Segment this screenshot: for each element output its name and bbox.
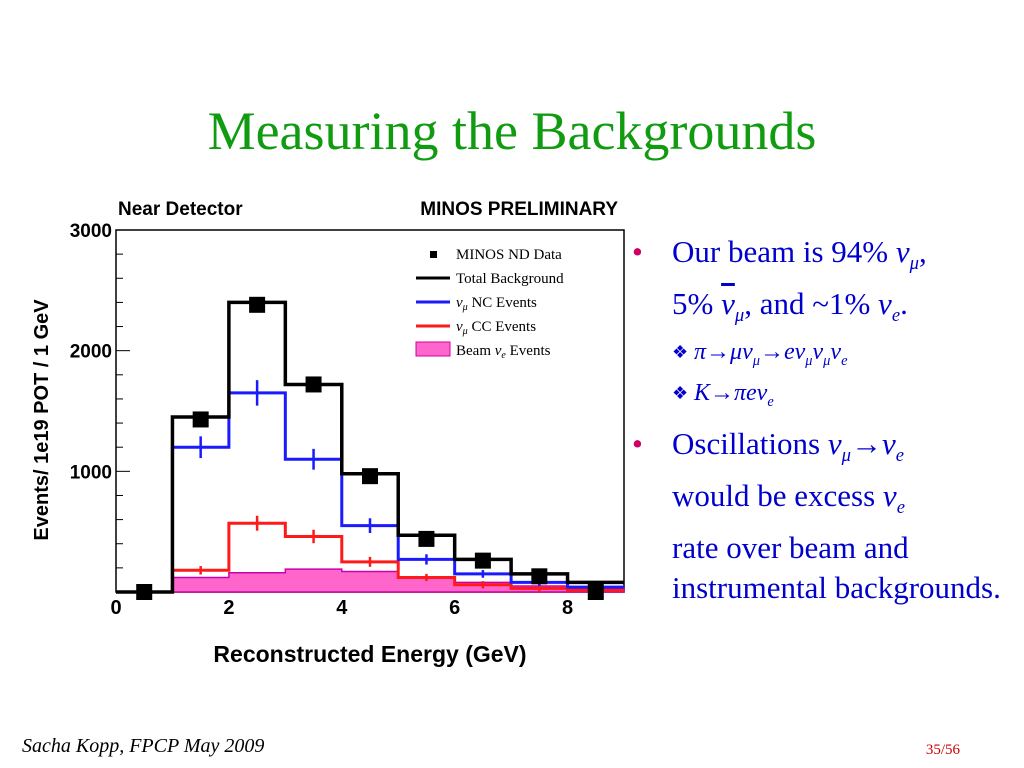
subscript: μ (752, 353, 760, 370)
footer-author: Sacha Kopp, FPCP May 2009 (22, 735, 265, 757)
subscript: μ (841, 445, 851, 467)
data-point (531, 568, 548, 585)
data-point (418, 530, 435, 547)
y-tick-label: 3000 (70, 221, 112, 242)
nubar-symbol: ν (721, 286, 735, 322)
decay-text: ν (830, 339, 842, 366)
bullet-text: Oscillations (672, 425, 821, 461)
data-point (474, 552, 491, 569)
data-point (305, 376, 322, 393)
bullet-oscillations: • Oscillations νμ→νe would be excess νe … (632, 424, 1012, 608)
legend-label-nc: νμ NC Events (456, 295, 537, 313)
nu-symbol: ν (882, 478, 897, 514)
subscript: μ (823, 353, 831, 370)
sub-bullet-pion-decay: ❖ π→μνμ→eνμνμνe (632, 336, 1012, 377)
subscript: e (895, 445, 904, 467)
chart-subtitle: MINOS PRELIMINARY (420, 199, 618, 220)
bullet-dot-icon: • (632, 234, 643, 269)
subscript: e (896, 497, 905, 519)
x-tick-label: 6 (449, 597, 460, 619)
diamond-bullet-icon: ❖ (672, 342, 689, 363)
x-tick-label: 2 (223, 597, 234, 619)
x-tick-label: 4 (336, 597, 348, 619)
legend-fill-beam (415, 341, 451, 357)
legend: MINOS ND Data Total Background νμ NC Eve… (415, 247, 564, 361)
data-point (362, 468, 378, 485)
sub-bullet-kaon-decay: ❖ K→πeνe (632, 377, 1012, 418)
bullet-text: Our beam is 94% (672, 234, 889, 269)
subscript: μ (909, 253, 919, 275)
legend-marker-data (430, 251, 437, 258)
legend-label-data: MINOS ND Data (456, 247, 562, 263)
bullet-dot-icon: • (632, 425, 643, 461)
x-tick-label: 0 (110, 597, 121, 619)
legend-label-beam: Beam νe Events (456, 343, 551, 361)
x-tick-label: 8 (562, 597, 573, 619)
page-number: 35/56 (925, 742, 960, 758)
data-point (587, 584, 604, 600)
diamond-bullet-icon: ❖ (672, 383, 689, 404)
histogram-chart: Near Detector MINOS PRELIMINARY 0 2 4 6 8 100… (31, 199, 625, 667)
legend-label-total: Total Background (456, 271, 564, 287)
data-point (249, 296, 266, 313)
subscript: μ (734, 305, 745, 327)
bullet-text: , (918, 234, 927, 269)
bullet-beam-composition: • Our beam is 94% νμ, 5% νμ, and ~1% νe. (632, 232, 1012, 336)
bullet-text: 5% (672, 286, 714, 322)
subscript: e (891, 305, 901, 327)
data-point (192, 411, 209, 428)
decay-text: π→μν (694, 339, 753, 366)
bullet-text: would be excess (672, 478, 876, 514)
bullet-text: rate over beam and instrumental backgrou… (672, 530, 1001, 606)
arrow-nu-symbol: →ν (850, 425, 896, 461)
y-tick-label: 1000 (70, 462, 112, 483)
y-tick-label: 2000 (70, 342, 112, 363)
nu-symbol: ν (878, 286, 892, 322)
legend-label-cc: νμ CC Events (456, 319, 536, 337)
subscript: μ (805, 353, 813, 370)
slide-title: Measuring the Backgrounds (207, 101, 817, 161)
subscript: e (841, 353, 848, 370)
decay-text: →eν (759, 339, 806, 366)
nu-symbol: ν (895, 234, 910, 269)
bullet-text: . (900, 286, 908, 322)
data-point (136, 584, 153, 600)
bullet-text: , and ~1% (744, 286, 871, 322)
decay-text: ν (812, 339, 824, 366)
x-axis-label: Reconstructed Energy (GeV) (213, 641, 526, 667)
y-axis-label: Events/ 1e19 POT / 1 GeV (31, 299, 53, 541)
subscript: e (767, 393, 774, 410)
decay-text: K→πeν (694, 380, 768, 407)
data-points (136, 296, 604, 600)
chart-title: Near Detector (118, 199, 243, 220)
nu-symbol: ν (827, 425, 842, 461)
bullet-list: • Our beam is 94% νμ, 5% νμ, and ~1% νe.… (632, 232, 1012, 608)
